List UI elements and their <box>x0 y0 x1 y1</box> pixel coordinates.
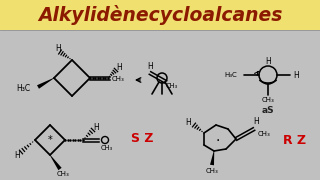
Text: CH₃: CH₃ <box>258 131 270 137</box>
Text: CH₃: CH₃ <box>262 97 274 103</box>
FancyBboxPatch shape <box>0 0 320 30</box>
Text: H: H <box>265 57 271 66</box>
Text: R Z: R Z <box>284 134 307 147</box>
Text: H: H <box>14 152 20 161</box>
Text: Alkylidènecycloalcanes: Alkylidènecycloalcanes <box>38 5 282 25</box>
Text: CH₃: CH₃ <box>101 145 113 151</box>
Text: H: H <box>147 62 153 71</box>
Text: H: H <box>185 118 191 127</box>
Text: H₃C: H₃C <box>16 84 30 93</box>
Text: H: H <box>253 116 259 125</box>
Text: aS: aS <box>262 105 274 114</box>
Text: *: * <box>48 135 52 145</box>
Text: H: H <box>293 71 299 80</box>
Polygon shape <box>210 151 214 165</box>
Text: CH₃: CH₃ <box>206 168 218 174</box>
Text: H: H <box>116 62 122 71</box>
Text: H: H <box>55 44 61 53</box>
Text: CH₃: CH₃ <box>57 171 69 177</box>
Text: CH₃: CH₃ <box>112 76 124 82</box>
Text: CH₃: CH₃ <box>166 83 178 89</box>
Text: ·: · <box>216 134 220 148</box>
Text: S Z: S Z <box>131 132 153 145</box>
Polygon shape <box>50 155 62 170</box>
Polygon shape <box>37 78 54 89</box>
Text: H₃C: H₃C <box>224 72 237 78</box>
Text: H: H <box>93 123 99 132</box>
